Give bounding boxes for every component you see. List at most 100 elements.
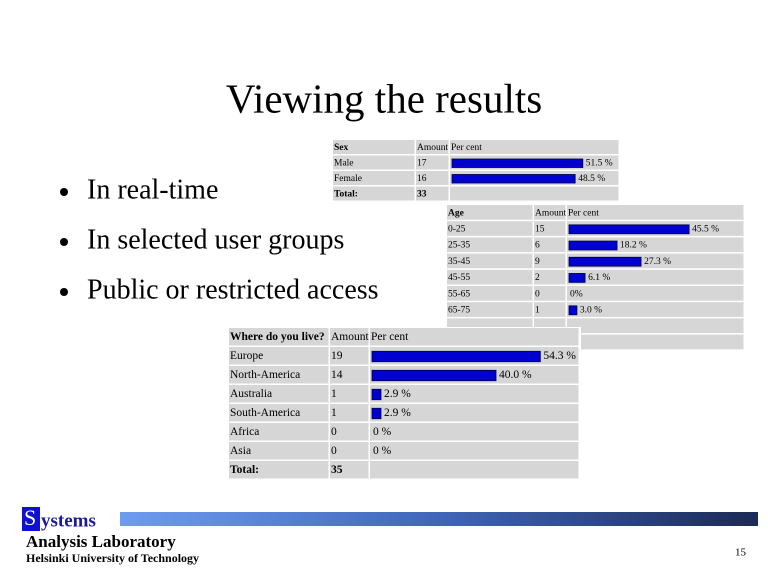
row-amount: 0 — [535, 289, 540, 299]
row-amount: 6 — [535, 241, 540, 251]
total-amount: 33 — [417, 189, 427, 199]
percent-label: 54.3 % — [543, 350, 576, 362]
table-header: Age — [448, 208, 464, 218]
row-amount: 17 — [417, 158, 427, 168]
table-cell — [567, 205, 744, 220]
table-header: Amount — [331, 331, 370, 343]
table-cell — [567, 286, 744, 301]
table-header: Amount — [535, 208, 567, 218]
table-cell — [447, 205, 533, 220]
percent-bar — [371, 369, 497, 382]
bullet-text: Public or restricted access — [87, 274, 379, 305]
total-label: Total: — [334, 189, 358, 199]
row-amount: 14 — [331, 369, 343, 381]
table-cell — [534, 286, 566, 301]
row-label: South-America — [230, 407, 300, 419]
table-cell — [229, 385, 329, 403]
table-cell — [416, 155, 449, 170]
total-amount: 35 — [331, 464, 343, 476]
table-cell — [416, 171, 449, 185]
table-cell — [534, 237, 566, 253]
page-number: 15 — [735, 547, 747, 559]
percent-label: 0% — [570, 289, 583, 299]
percent-bar — [371, 388, 382, 401]
table-cell — [330, 461, 369, 479]
bullet-dot — [60, 188, 68, 196]
percent-bar — [568, 273, 586, 283]
table-cell — [333, 186, 415, 201]
table-cell — [567, 302, 744, 317]
table-cell — [370, 461, 579, 479]
table-cell — [330, 385, 369, 403]
bullet-text: In selected user groups — [87, 224, 344, 255]
table-cell — [447, 253, 533, 269]
bullet-list: In real-time In selected user groups Publi… — [60, 174, 379, 305]
row-label: Male — [334, 158, 354, 168]
table-cell — [534, 221, 566, 236]
logo-rest: ystems — [41, 510, 96, 531]
table-cell — [229, 328, 329, 346]
table-cell — [534, 253, 566, 269]
percent-bar — [451, 158, 584, 168]
percent-label: 3.0 % — [580, 305, 602, 315]
table-cell — [416, 140, 449, 154]
table-cell — [330, 366, 369, 384]
table-cell — [330, 347, 369, 365]
table-cell — [229, 423, 329, 441]
percent-label: 0 % — [373, 445, 392, 457]
row-label: Europe — [230, 350, 263, 362]
table-cell — [330, 404, 369, 422]
percent-bar — [371, 350, 541, 363]
row-label: Asia — [230, 445, 251, 457]
slide-title: Viewing the results — [226, 75, 542, 121]
bullet-dot — [60, 238, 68, 246]
percent-bar — [568, 224, 690, 235]
row-amount: 19 — [331, 350, 343, 362]
table-cell — [370, 385, 579, 403]
data-table: Where do you live? Amount Per cent Europe 19… — [228, 327, 581, 481]
footer-bar — [120, 512, 758, 526]
row-label: 0-25 — [448, 224, 466, 234]
percent-bar — [451, 174, 576, 184]
table-cell — [229, 404, 329, 422]
row-amount: 9 — [535, 257, 540, 267]
row-label: Australia — [230, 388, 272, 400]
table-cell — [447, 237, 533, 253]
logo-initial: S — [24, 505, 36, 530]
percent-label: 51.5 % — [586, 158, 613, 168]
table-header: Per cent — [371, 331, 409, 343]
table-cell — [333, 140, 415, 154]
table-cell — [534, 205, 566, 220]
table-header: Where do you live? — [230, 331, 325, 343]
percent-label: 48.5 % — [578, 174, 605, 184]
bullet-dot — [60, 288, 68, 296]
percent-label: 2.9 % — [384, 388, 411, 400]
percent-label: 0 % — [373, 426, 392, 438]
percent-label: 27.3 % — [644, 257, 671, 267]
row-amount: 0 — [331, 426, 337, 438]
table-cell — [447, 221, 533, 236]
table-header: Amount — [417, 143, 449, 153]
row-label: Female — [334, 174, 362, 184]
table-cell — [330, 328, 369, 346]
table-cell — [534, 302, 566, 317]
row-amount: 16 — [417, 174, 427, 184]
total-label: Total: — [230, 464, 259, 476]
row-amount: 0 — [331, 445, 337, 457]
data-table: Sex Amount Per cent Male 17 51.5 % Female 16 48.… — [332, 139, 621, 203]
lab-name: Analysis Laboratory — [26, 532, 176, 551]
table-cell — [450, 140, 619, 154]
table-cell — [370, 442, 579, 460]
row-label: 35-45 — [448, 257, 470, 267]
percent-bar — [568, 240, 618, 251]
percent-label: 2.9 % — [384, 407, 411, 419]
percent-bar — [568, 256, 642, 267]
table-cell — [333, 155, 415, 170]
row-label: 45-55 — [448, 273, 470, 283]
table-cell — [447, 269, 533, 285]
table-cell — [370, 328, 579, 346]
percent-label: 40.0 % — [499, 369, 532, 381]
table-cell — [229, 366, 329, 384]
table-cell — [416, 186, 449, 201]
